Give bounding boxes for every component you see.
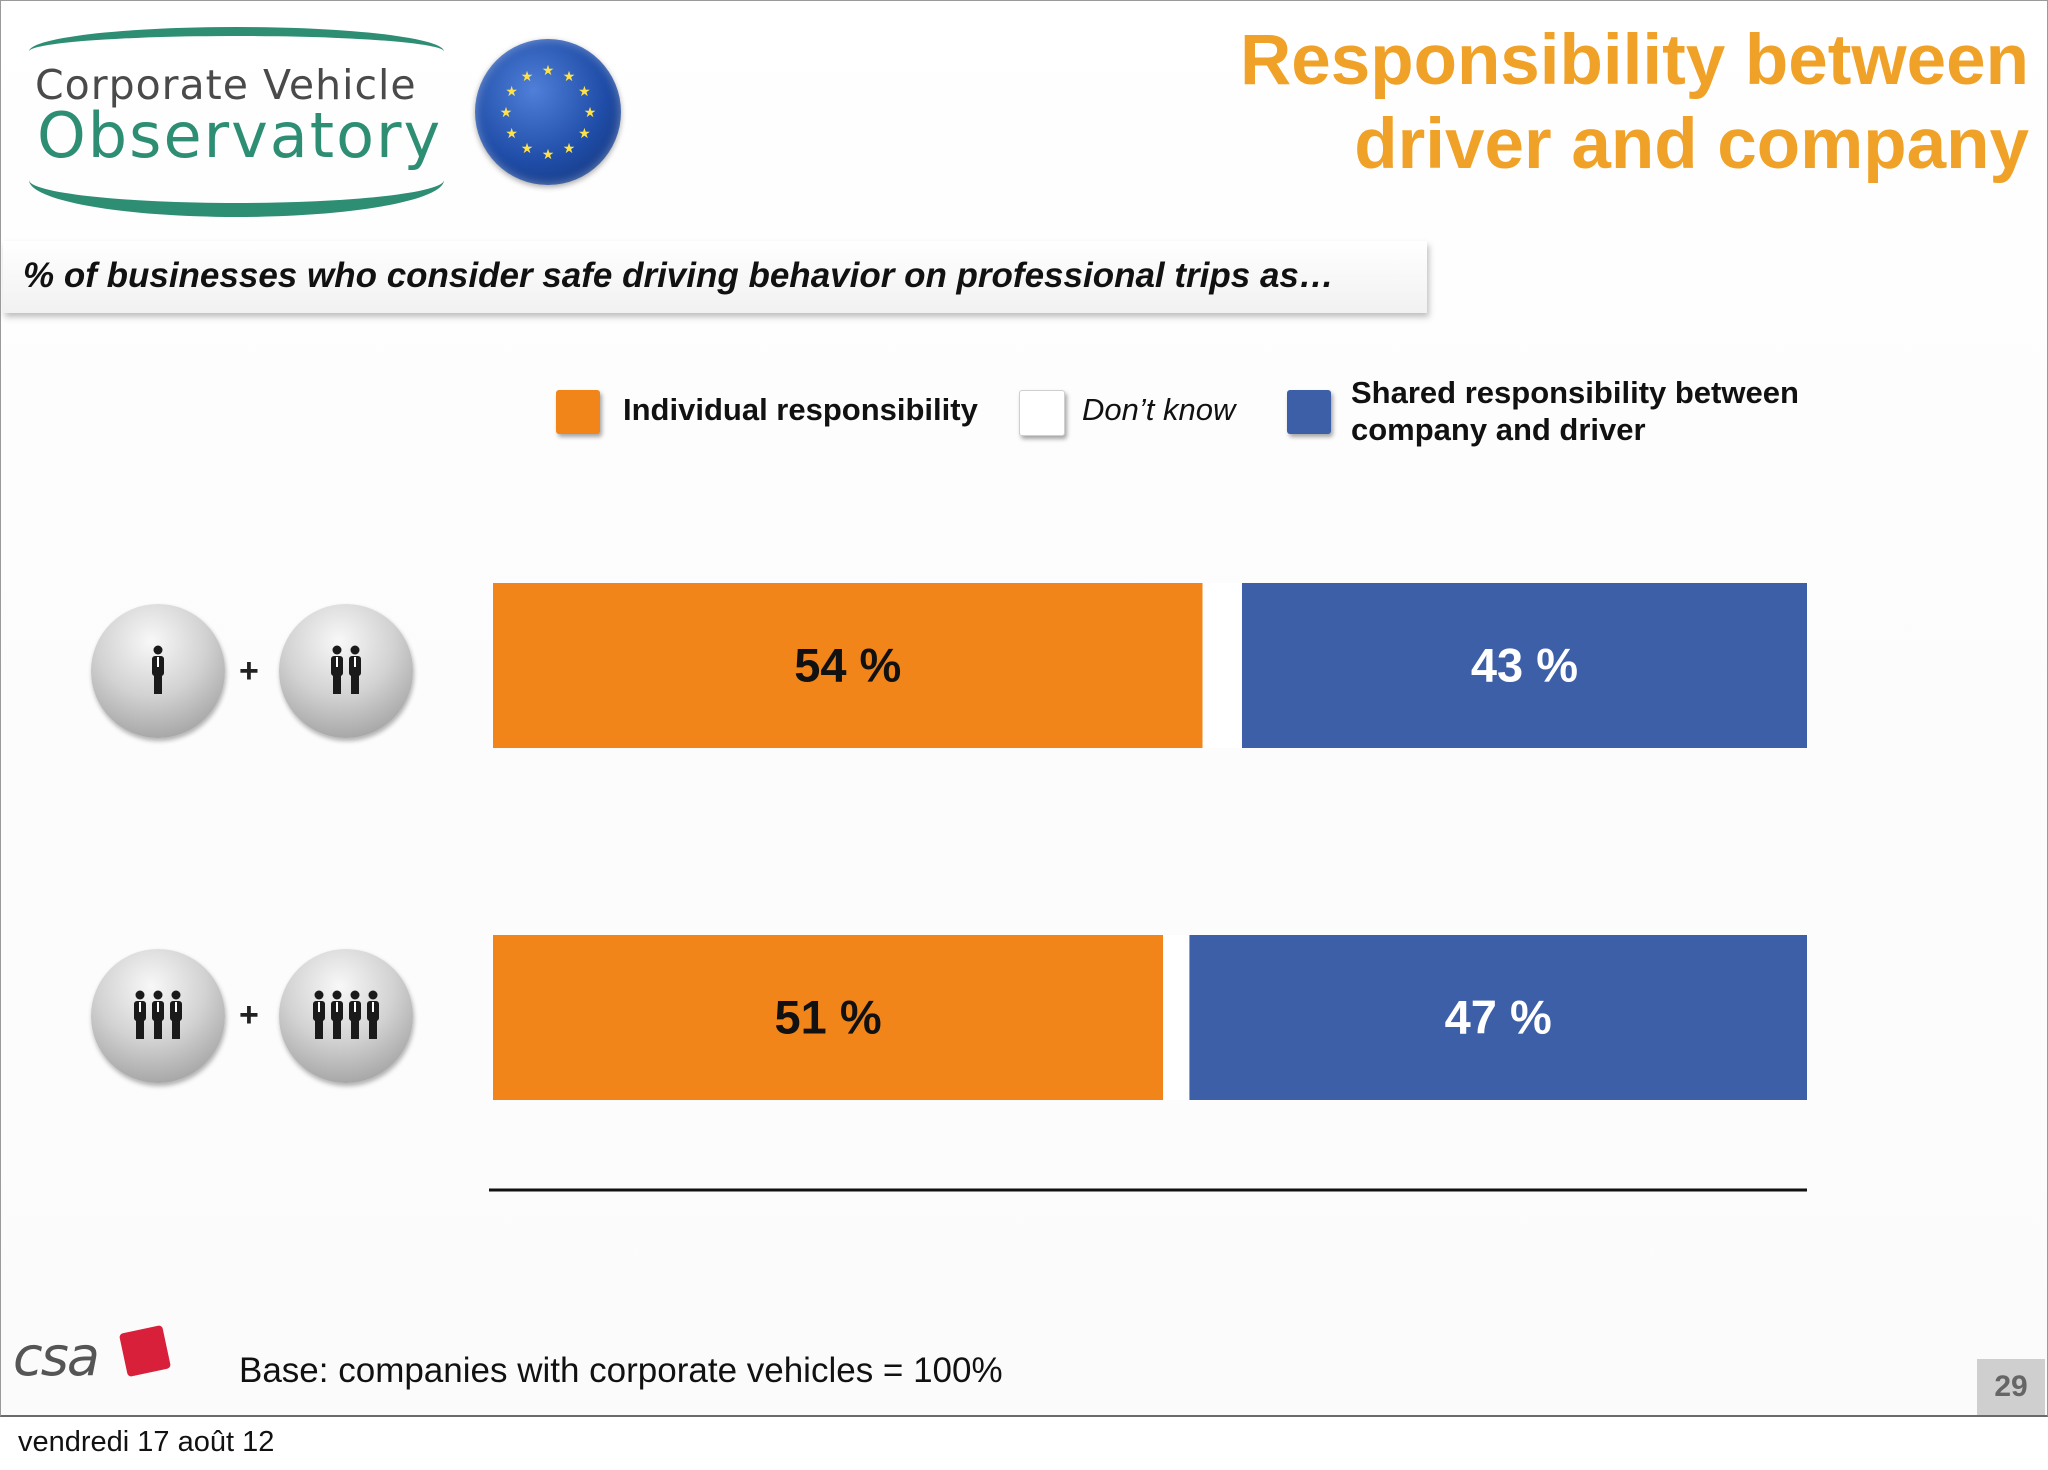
eu-star-icon: ★ (541, 62, 555, 78)
two-people-icon (331, 645, 361, 694)
plus-icon: + (239, 996, 259, 1034)
stacked-bar-chart: 54 % 43 % 51 % 47 % (489, 583, 1807, 1192)
eu-star-icon: ★ (578, 83, 591, 99)
one-person-icon (152, 645, 164, 694)
eu-star-icon: ★ (541, 146, 555, 162)
eu-star-icon: ★ (520, 67, 534, 84)
title-line2: driver and company (1354, 105, 2029, 184)
person-figure (349, 990, 361, 1039)
title-line1: Responsibility between (1239, 21, 2029, 100)
bar-shared-row2 (1189, 935, 1807, 1100)
eu-star-icon: ★ (578, 125, 591, 141)
eu-star-icon: ★ (505, 125, 518, 141)
legend-label-shared: Shared responsibility between company an… (1351, 375, 1799, 447)
row1-left-icon-circle (91, 604, 225, 738)
person-figure (134, 990, 146, 1039)
question-banner: % of businesses who consider safe drivin… (3, 241, 1427, 313)
person-figure (367, 990, 379, 1039)
csa-logo-text: csa (13, 1325, 100, 1388)
person-figure (170, 990, 182, 1039)
bar-dont-know-row1 (1202, 583, 1242, 748)
bar-individual-row1 (493, 583, 1203, 748)
person-figure (331, 990, 343, 1039)
bar-label-shared-row2: 47 % (1445, 991, 1552, 1044)
legend-label-individual: Individual responsibility (623, 392, 978, 427)
eu-star-icon: ★ (583, 104, 597, 120)
person-figure (331, 645, 343, 694)
base-note: Base: companies with corporate vehicles … (239, 1351, 1003, 1390)
three-people-icon (134, 990, 182, 1039)
bar-label-individual-row2: 51 % (774, 991, 881, 1044)
logo-line1: Corporate Vehicle (35, 61, 417, 109)
eu-star-icon: ★ (520, 140, 534, 157)
person-figure (349, 645, 361, 694)
bar-individual-row2 (493, 935, 1164, 1100)
eu-star-icon: ★ (499, 104, 513, 120)
legend-swatch-individual (556, 390, 600, 434)
eu-flag-icon: ★ ★ ★ ★ ★ ★ ★ ★ ★ ★ ★ ★ (475, 39, 621, 185)
logo-arc-top (29, 27, 444, 76)
slide-title: Responsibility between driver and compan… (1049, 19, 2029, 187)
csa-logo-mark (118, 1324, 172, 1378)
question-text: % of businesses who consider safe drivin… (23, 256, 1334, 295)
corporate-vehicle-observatory-logo: Corporate Vehicle Observatory (29, 23, 449, 217)
legend-swatch-shared (1287, 390, 1331, 434)
csa-logo: csa (13, 1321, 173, 1391)
page-number: 29 (1977, 1359, 2045, 1415)
legend-label-dont-know: Don’t know (1082, 392, 1236, 427)
eu-star-icon: ★ (562, 67, 576, 84)
row2-right-icon-circle (279, 949, 413, 1083)
row2-left-icon-circle (91, 949, 225, 1083)
person-figure (152, 645, 164, 694)
eu-star-icon: ★ (562, 140, 576, 157)
person-figure (313, 990, 325, 1039)
bar-label-individual-row1: 54 % (794, 639, 901, 692)
eu-star-icon: ★ (505, 83, 518, 99)
row1-right-icon-circle (279, 604, 413, 738)
legend-swatch-dont-know (1019, 390, 1065, 436)
bar-dont-know-row2 (1163, 935, 1190, 1100)
bar-shared-row1 (1241, 583, 1807, 748)
four-people-icon (313, 990, 379, 1039)
plus-icon: + (239, 652, 259, 690)
slide: Corporate Vehicle Observatory ★ ★ ★ ★ ★ ★ ★ ★ ★ ★… (0, 0, 2048, 1417)
date-footer: vendredi 17 août 12 (18, 1426, 275, 1458)
person-figure (152, 990, 164, 1039)
bar-label-shared-row1: 43 % (1471, 639, 1578, 692)
